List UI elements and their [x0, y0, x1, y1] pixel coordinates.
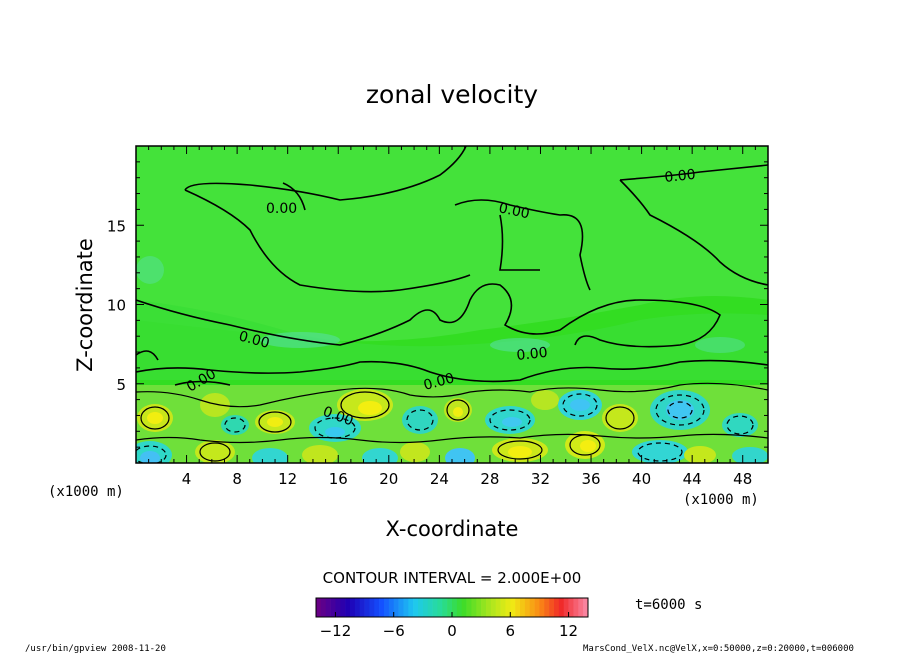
colorbar-cell — [476, 598, 482, 617]
colorbar-cell — [466, 598, 472, 617]
colorbar-cell — [340, 598, 346, 617]
colorbar-cell — [578, 598, 584, 617]
colorbar-cell — [486, 598, 492, 617]
colorbar-cell — [398, 598, 404, 617]
colorbar-cell — [345, 598, 351, 617]
colorbar-cell — [563, 598, 569, 617]
x-tick-label: 12 — [278, 470, 297, 488]
x-tick-label: 40 — [632, 470, 651, 488]
colorbar-cell — [481, 598, 487, 617]
colorbar-cell — [524, 598, 531, 617]
velocity-field: 0.00 0.00 0.00 0.00 0.00 0.00 0.00 0.00 — [136, 146, 768, 463]
colorbar-cell — [393, 598, 399, 617]
colorbar-cell — [544, 598, 550, 617]
x-axis-unit: (x1000 m) — [683, 492, 759, 508]
contour-label: 0.00 — [266, 201, 297, 217]
colorbar-cell — [573, 598, 579, 617]
colorbar-cell — [554, 598, 560, 617]
colorbar-cell — [515, 598, 521, 617]
colorbar-cell — [529, 598, 535, 617]
x-tick-label: 44 — [683, 470, 702, 488]
colorbar-cell — [447, 598, 453, 617]
colorbar-cell — [534, 598, 540, 617]
colorbar-cell — [549, 598, 555, 617]
contour-label: 0.00 — [237, 328, 271, 352]
colorbar-cell — [456, 598, 463, 617]
colorbar-cell — [413, 598, 419, 617]
footer-left: /usr/bin/gpview 2008-11-20 — [25, 644, 166, 654]
colorbar-cell — [442, 598, 448, 617]
contour-label: 0.00 — [422, 370, 456, 394]
colorbar-cell — [520, 598, 526, 617]
colorbar-tick-label: 6 — [506, 622, 516, 640]
time-label: t=6000 s — [635, 597, 702, 613]
y-axis-label: Z-coordinate — [73, 238, 97, 372]
y-tick-label: 15 — [107, 217, 126, 235]
colorbar-tick-label: −6 — [383, 622, 405, 640]
colorbar-cell — [510, 598, 516, 617]
x-tick-label: 36 — [581, 470, 600, 488]
colorbar-cell — [432, 598, 438, 617]
y-tick-label: 10 — [107, 297, 126, 315]
y-tick-label: 5 — [116, 376, 126, 394]
colorbar-cell — [350, 598, 356, 617]
x-tick-label: 4 — [182, 470, 192, 488]
colorbar-cell — [500, 598, 506, 617]
colorbar-cell — [364, 598, 370, 617]
x-tick-label: 24 — [430, 470, 449, 488]
x-tick-label: 16 — [329, 470, 348, 488]
colorbar-cell — [490, 598, 497, 617]
y-axis-unit: (x1000 m) — [48, 484, 124, 500]
colorbar-cell — [422, 598, 429, 617]
contour-interval: CONTOUR INTERVAL = 2.000E+00 — [323, 569, 582, 587]
colorbar-cell — [418, 598, 424, 617]
colorbar-cell — [558, 598, 565, 617]
x-tick-label: 8 — [232, 470, 242, 488]
colorbar-cell — [320, 598, 327, 617]
contour-label: 0.00 — [664, 167, 697, 186]
colorbar-cell — [374, 598, 380, 617]
plot-area: 0.00 0.00 0.00 0.00 0.00 0.00 0.00 0.00 … — [107, 145, 769, 488]
colorbar-cell — [568, 598, 574, 617]
colorbar-cell — [354, 598, 361, 617]
colorbar-cell — [471, 598, 477, 617]
contour-label: 0.00 — [516, 345, 549, 364]
colorbar-cell — [379, 598, 385, 617]
colorbar: −12 −6 0 6 12 — [315, 597, 589, 640]
colorbar-cell — [583, 598, 589, 617]
x-tick-label: 32 — [531, 470, 550, 488]
footer-right: MarsCond_VelX.nc@VelX,x=0:50000,z=0:2000… — [583, 644, 854, 654]
colorbar-cell — [437, 598, 443, 617]
colorbar-cell — [539, 598, 545, 617]
colorbar-cell — [325, 598, 331, 617]
x-axis-label: X-coordinate — [386, 517, 519, 541]
colorbar-tick-label: 0 — [447, 622, 457, 640]
colorbar-cell — [452, 598, 458, 617]
colorbar-cell — [495, 598, 501, 617]
colorbar-cell — [403, 598, 409, 617]
x-tick-label: 28 — [480, 470, 499, 488]
colorbar-cell — [388, 598, 395, 617]
colorbar-cell — [505, 598, 511, 617]
colorbar-tick-label: −12 — [320, 622, 352, 640]
colorbar-cell — [316, 598, 322, 617]
x-tick-label: 20 — [379, 470, 398, 488]
colorbar-cell — [461, 598, 467, 617]
contour-label: 0.00 — [497, 200, 531, 222]
chart-title: zonal velocity — [366, 80, 538, 109]
colorbar-cell — [330, 598, 336, 617]
x-tick-label: 48 — [733, 470, 752, 488]
colorbar-cell — [335, 598, 341, 617]
colorbar-cell — [369, 598, 375, 617]
colorbar-cell — [359, 598, 365, 617]
colorbar-tick-label: 12 — [559, 622, 578, 640]
colorbar-cell — [427, 598, 433, 617]
colorbar-cell — [408, 598, 414, 617]
colorbar-cell — [384, 598, 390, 617]
